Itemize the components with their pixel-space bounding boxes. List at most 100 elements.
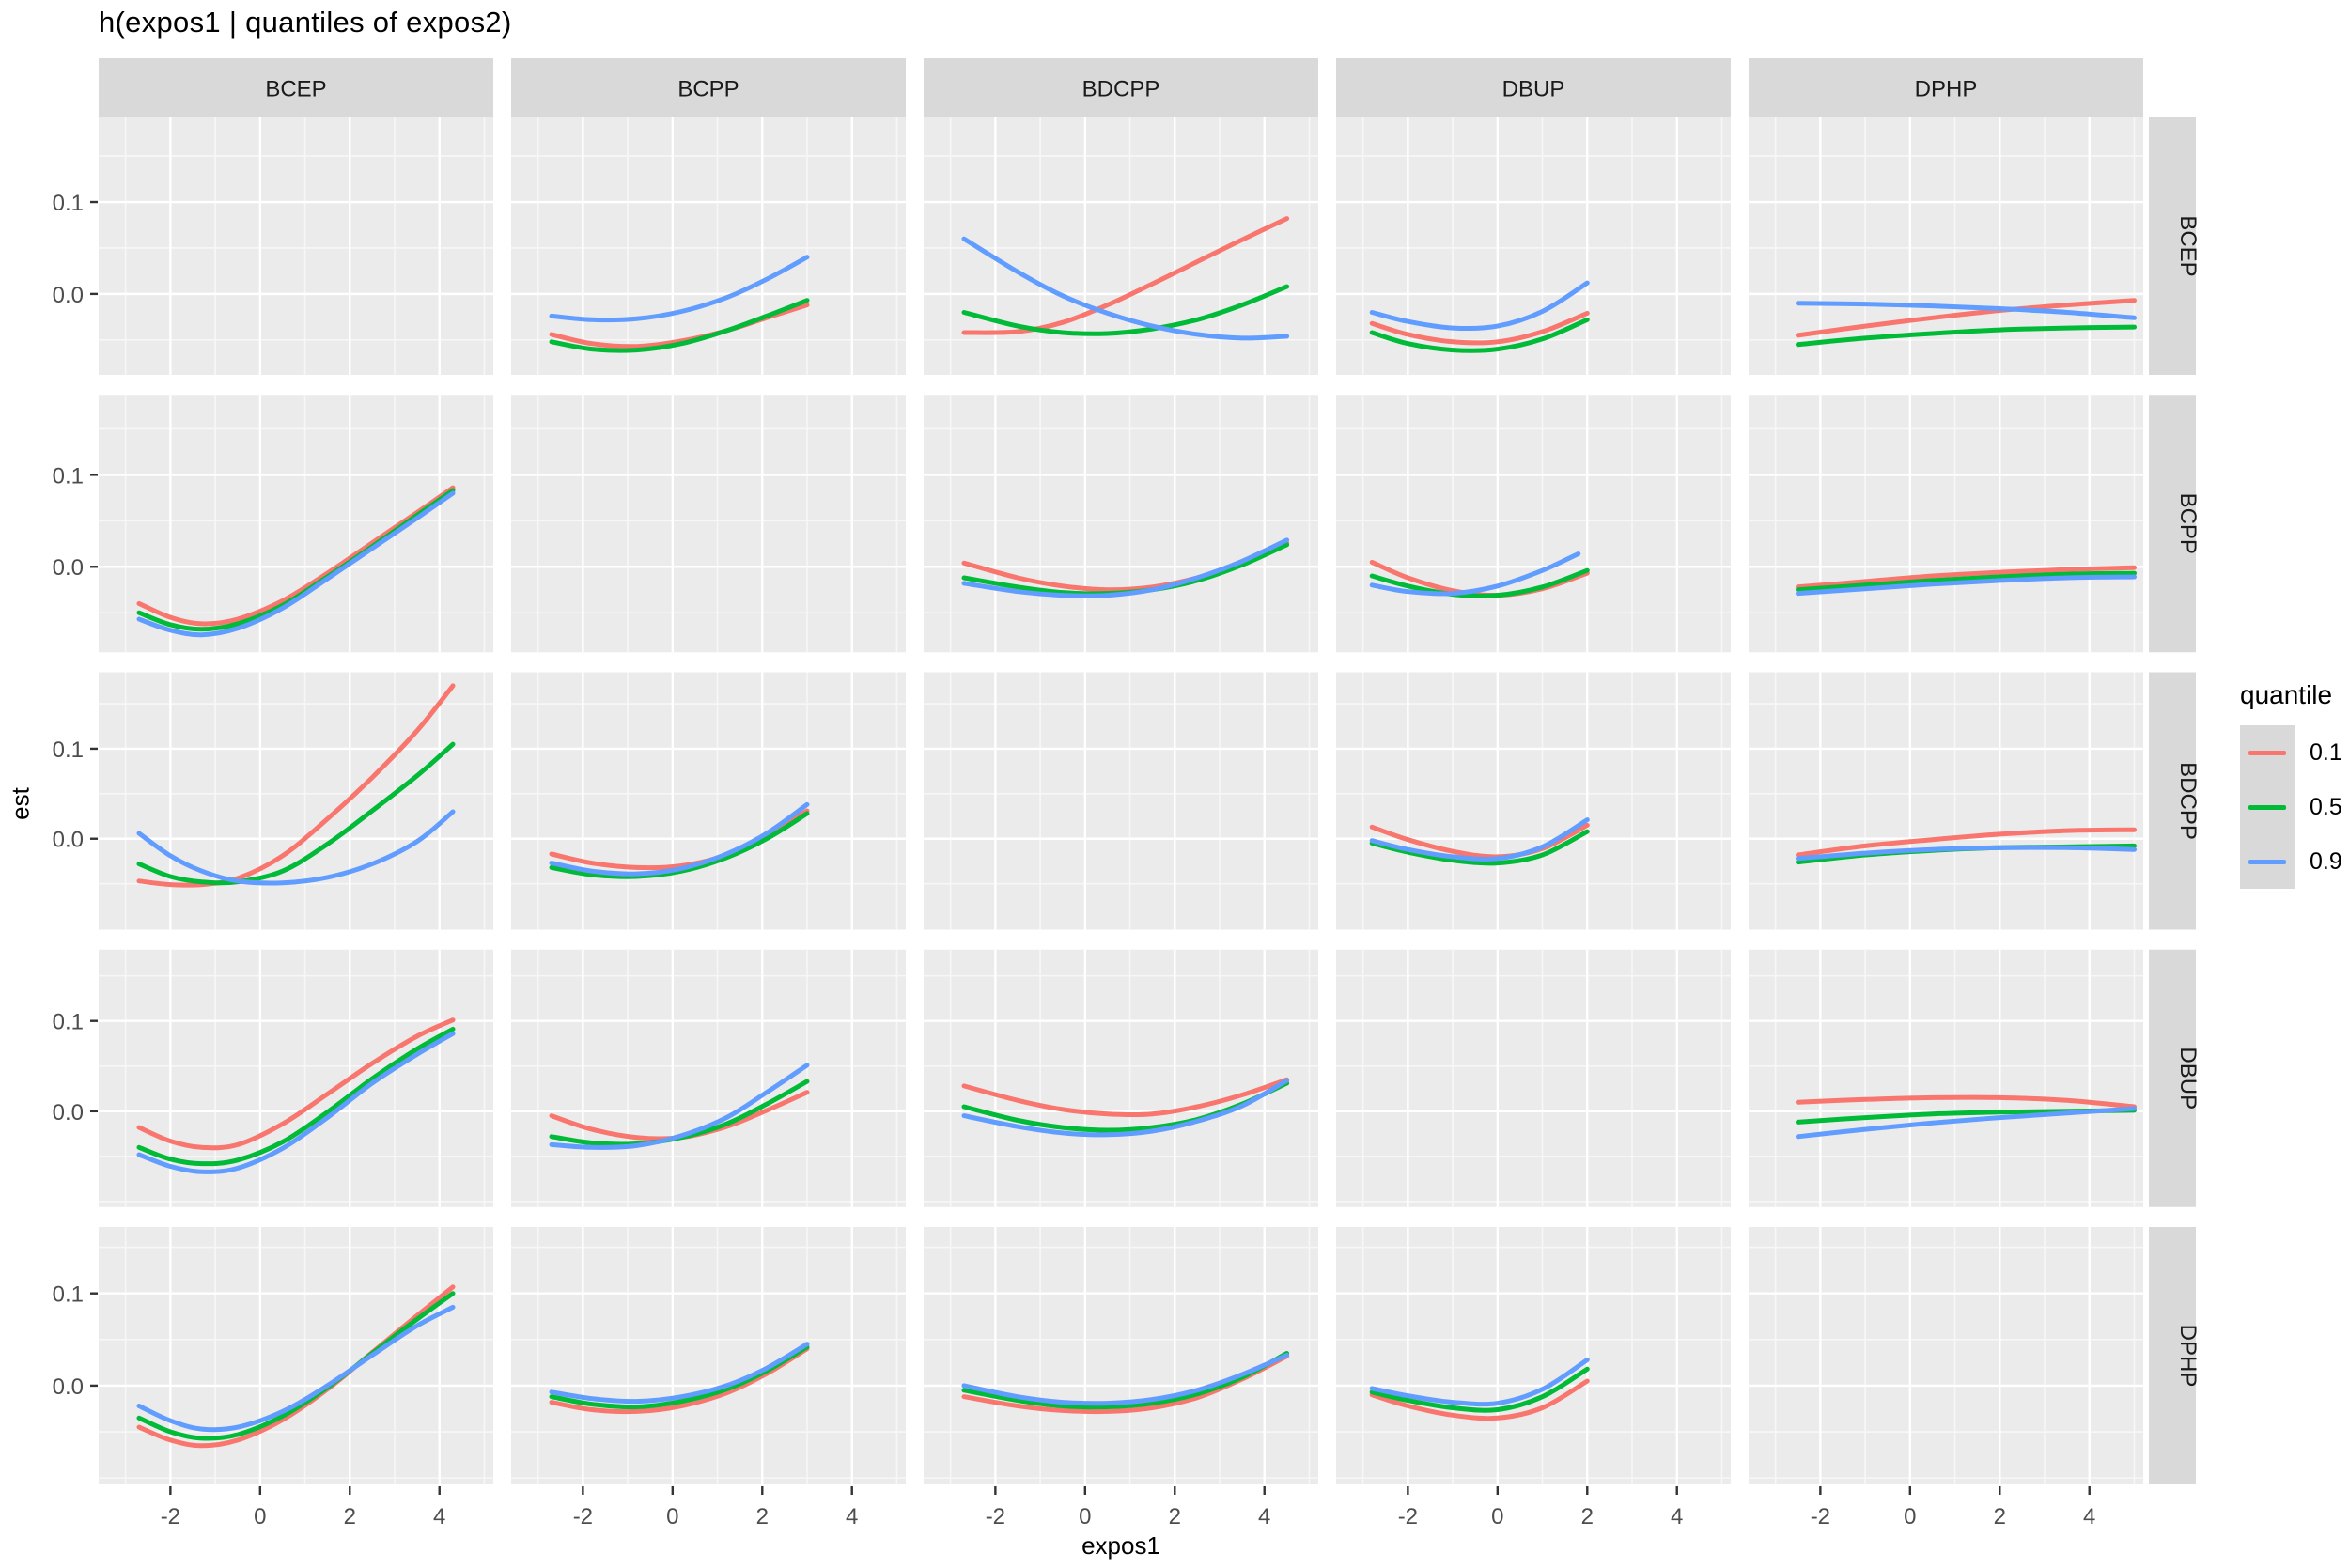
curve-quantile-0.9: [549, 801, 810, 877]
legend-title: quantile: [2240, 680, 2333, 709]
curves-BDCPP-BCEP: [136, 683, 456, 888]
x-tick-label: 0: [254, 1504, 266, 1529]
curves-DPHP-BCEP: [136, 1284, 456, 1449]
facet-column-strip-BCEP: BCEP: [99, 58, 493, 117]
facet-row-strip-BCEP: BCEP: [2149, 117, 2201, 375]
curve-quantile-0.5: [136, 1291, 456, 1441]
curve-quantile-0.9: [961, 1353, 1290, 1406]
panel-DBUP-BCEP: [99, 949, 493, 1207]
curve-quantile-0.9: [1796, 1106, 2137, 1140]
curve-quantile-0.1: [1796, 1094, 2137, 1110]
panel-DPHP-BDCPP: [924, 1227, 1318, 1484]
x-tick-label: 4: [1258, 1504, 1270, 1529]
x-tick-label: 2: [1581, 1504, 1594, 1529]
x-tick-label: 4: [2083, 1504, 2095, 1529]
curve-quantile-0.5: [1369, 317, 1590, 353]
curve-quantile-0.1: [1369, 310, 1590, 346]
curves-DBUP-DPHP: [1796, 1094, 2137, 1140]
facet-column-label: BCEP: [265, 77, 326, 102]
x-tick-label: 4: [1671, 1504, 1683, 1529]
legend-key-swatch: [2240, 725, 2295, 780]
panel-BDCPP-DPHP: [1749, 672, 2143, 930]
x-tick-label: 2: [344, 1504, 356, 1529]
facet-column-label: BDCPP: [1082, 77, 1160, 102]
x-tick-label: 2: [1169, 1504, 1181, 1529]
panel-BDCPP-BDCPP: [924, 672, 1318, 930]
legend-entry-0.5: 0.5: [2240, 780, 2342, 834]
legend-entry-0.9: 0.9: [2240, 834, 2342, 889]
curve-quantile-0.5: [549, 1344, 810, 1410]
legend-key-swatch: [2240, 780, 2295, 834]
y-tick-label: 0.1: [53, 463, 84, 489]
curve-quantile-0.9: [136, 809, 456, 886]
curves-BCPP-BDCPP: [961, 537, 1290, 598]
curve-quantile-0.9: [1369, 280, 1590, 332]
facet-row-label: BDCPP: [2175, 762, 2201, 840]
facet-column-strip-DBUP: DBUP: [1336, 58, 1731, 117]
y-tick-label: 0.1: [53, 191, 84, 216]
legend-line-icon: [2248, 804, 2286, 810]
curve-quantile-0.5: [1369, 1366, 1590, 1413]
facet-row-strip-DBUP: DBUP: [2149, 949, 2201, 1207]
facet-row-label: BCEP: [2175, 215, 2201, 276]
y-tick-label: 0.0: [53, 555, 84, 581]
curves-DPHP-BCPP: [549, 1342, 810, 1415]
curve-quantile-0.9: [1796, 574, 2137, 597]
curves-BCEP-DBUP: [1369, 280, 1590, 353]
x-tick-label: 0: [1079, 1504, 1091, 1529]
curves-DBUP-BCEP: [136, 1017, 456, 1174]
panel-BCPP-BCEP: [99, 395, 493, 653]
x-tick-label: 0: [666, 1504, 678, 1529]
curve-quantile-0.1: [1796, 565, 2137, 590]
facet-column-label: DBUP: [1502, 77, 1565, 102]
curve-quantile-0.9: [961, 236, 1290, 341]
panel-DBUP-BCPP: [511, 949, 906, 1207]
curve-quantile-0.9: [961, 1078, 1290, 1138]
panel-BCPP-BCPP: [511, 395, 906, 653]
curve-quantile-0.5: [961, 284, 1290, 336]
legend-label: 0.1: [2310, 738, 2342, 766]
curve-quantile-0.1: [1796, 298, 2137, 338]
curve-quantile-0.9: [136, 490, 456, 638]
curves-BDCPP-DPHP: [1796, 827, 2137, 865]
x-tick-label: 0: [1491, 1504, 1503, 1529]
facet-row-strip-BDCPP: BDCPP: [2149, 672, 2201, 930]
panel-BCPP-DPHP: [1749, 395, 2143, 653]
x-tick-label: 0: [1904, 1504, 1916, 1529]
curve-quantile-0.1: [136, 1017, 456, 1151]
page-title: h(expos1 | quantiles of expos2): [99, 6, 512, 39]
x-tick-label: 2: [756, 1504, 769, 1529]
curve-quantile-0.5: [1796, 324, 2137, 348]
legend-line-icon: [2248, 859, 2286, 864]
curve-quantile-0.5: [136, 1026, 456, 1167]
facet-row-strip-DPHP: DPHP: [2149, 1227, 2201, 1484]
curve-quantile-0.9: [136, 1304, 456, 1433]
curve-quantile-0.9: [961, 537, 1290, 598]
curves-BDCPP-DBUP: [1369, 817, 1590, 866]
legend-label: 0.5: [2310, 793, 2342, 820]
facet-column-label: BCPP: [677, 77, 739, 102]
y-tick-label: 0.0: [53, 1100, 84, 1126]
y-axis-title: est: [6, 787, 35, 820]
curve-quantile-0.9: [1369, 817, 1590, 862]
legend-line-icon: [2248, 750, 2286, 755]
curve-quantile-0.1: [1369, 1378, 1590, 1421]
facet-column-strip-DPHP: DPHP: [1749, 58, 2143, 117]
panel-BCPP-DBUP: [1336, 395, 1731, 653]
facet-column-strip-BDCPP: BDCPP: [924, 58, 1318, 117]
curve-quantile-0.9: [136, 1031, 456, 1174]
curves-BCPP-DPHP: [1796, 565, 2137, 597]
curve-quantile-0.1: [549, 1346, 810, 1415]
panel-DPHP-BCPP: [511, 1227, 906, 1484]
curve-quantile-0.9: [1369, 551, 1581, 597]
x-tick-label: -2: [161, 1504, 180, 1529]
curves-DPHP-DBUP: [1369, 1357, 1590, 1421]
curve-quantile-0.5: [1796, 570, 2137, 593]
y-tick-label: 0.1: [53, 1010, 84, 1035]
legend-key-swatch: [2240, 834, 2295, 889]
panel-DPHP-DBUP: [1336, 1227, 1731, 1484]
facet-column-label: DPHP: [1915, 77, 1978, 102]
curve-quantile-0.5: [1369, 829, 1590, 866]
y-tick-label: 0.0: [53, 828, 84, 853]
